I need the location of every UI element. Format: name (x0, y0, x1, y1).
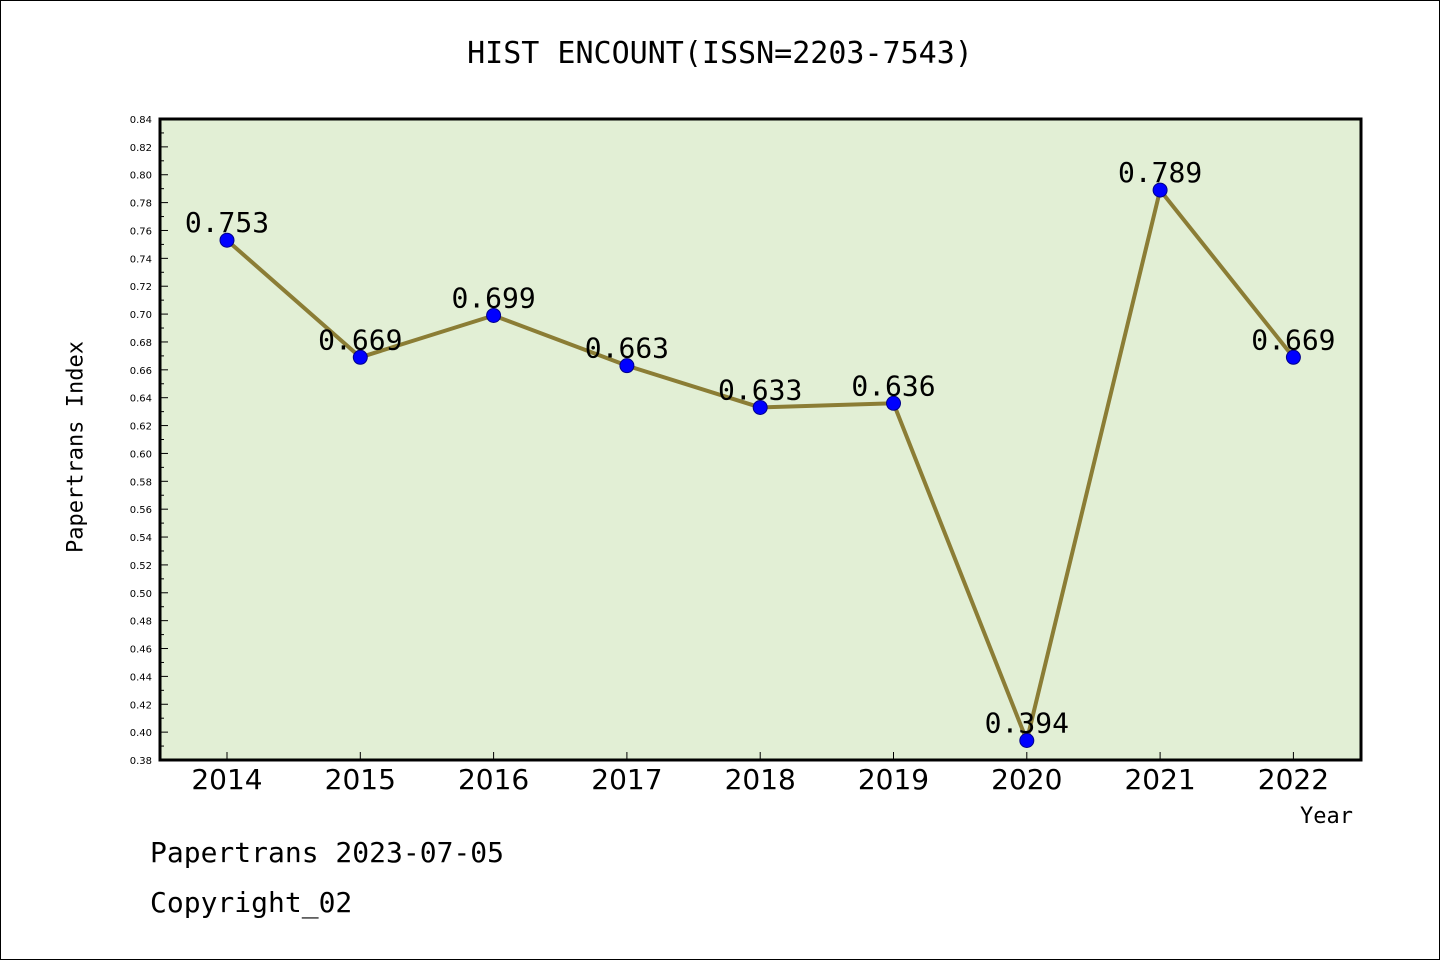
x-tick-label: 2019 (858, 763, 929, 796)
data-point (486, 307, 502, 323)
y-tick-label: 0.44 (130, 672, 152, 683)
y-tick-label: 0.72 (130, 282, 152, 293)
plot-area (160, 119, 1361, 760)
x-tick-label: 2015 (325, 763, 396, 796)
x-tick-label: 2022 (1258, 763, 1329, 796)
y-tick-label: 0.66 (130, 366, 152, 377)
chart-title: HIST ENCOUNT(ISSN=2203-7543) (467, 36, 973, 71)
y-axis-ticks: 0.38 0.40 0.42 0.44 0.46 0.48 0.50 0.52 0.54 0.56… (130, 115, 168, 767)
series-markers (219, 182, 1301, 748)
x-tick-label: 2014 (191, 763, 262, 796)
data-point (1152, 182, 1168, 198)
data-labels: 0.753 0.669 0.699 0.663 0.633 0.636 0.394 0.789… (185, 156, 1336, 739)
data-point (619, 358, 635, 374)
x-axis-ticks: 2014 2015 2016 2017 2018 2019 2020 2021 2022 (191, 752, 1329, 796)
data-point (886, 395, 901, 411)
data-label: 0.669 (318, 323, 402, 356)
y-tick-label: 0.42 (130, 700, 152, 711)
y-tick-label: 0.78 (130, 199, 152, 210)
y-tick-label: 0.56 (130, 505, 152, 516)
data-point (352, 349, 368, 365)
y-tick-label: 0.70 (130, 310, 152, 321)
y-tick-label: 0.80 (130, 171, 152, 182)
y-tick-label: 0.68 (130, 338, 152, 349)
data-point (1285, 349, 1301, 365)
plot-border (158, 117, 1363, 762)
data-label: 0.753 (185, 206, 269, 239)
y-tick-label: 0.48 (130, 617, 152, 628)
y-tick-label: 0.38 (130, 756, 152, 767)
data-label: 0.663 (585, 332, 669, 365)
y-tick-label: 0.58 (130, 477, 152, 488)
x-tick-label: 2020 (991, 763, 1062, 796)
x-tick-label: 2018 (725, 763, 796, 796)
y-tick-label: 0.50 (130, 589, 152, 600)
data-label: 0.699 (451, 281, 535, 314)
data-point (752, 399, 768, 415)
data-label: 0.789 (1118, 156, 1202, 189)
footer-date: Papertrans 2023-07-05 (150, 836, 505, 869)
y-tick-label: 0.64 (130, 394, 152, 405)
data-label: 0.636 (851, 369, 935, 402)
data-point (1019, 732, 1035, 748)
y-tick-label: 0.82 (130, 143, 152, 154)
x-tick-label: 2021 (1124, 763, 1195, 796)
x-axis-label: Year (1300, 804, 1353, 829)
y-tick-label: 0.46 (130, 645, 152, 656)
y-tick-label: 0.52 (130, 561, 152, 572)
y-tick-label: 0.40 (130, 728, 152, 739)
footer-copyright: Copyright_02 (150, 886, 353, 919)
data-label: 0.669 (1251, 323, 1335, 356)
y-tick-label: 0.62 (130, 422, 152, 433)
y-tick-label: 0.84 (130, 115, 152, 126)
data-label: 0.633 (718, 373, 802, 406)
x-tick-label: 2016 (458, 763, 529, 796)
data-label: 0.394 (985, 706, 1069, 739)
x-tick-label: 2017 (591, 763, 662, 796)
y-tick-label: 0.60 (130, 449, 152, 460)
y-tick-label: 0.74 (130, 254, 152, 265)
y-tick-label: 0.54 (130, 533, 152, 544)
data-point (219, 232, 235, 248)
y-tick-label: 0.76 (130, 226, 152, 237)
